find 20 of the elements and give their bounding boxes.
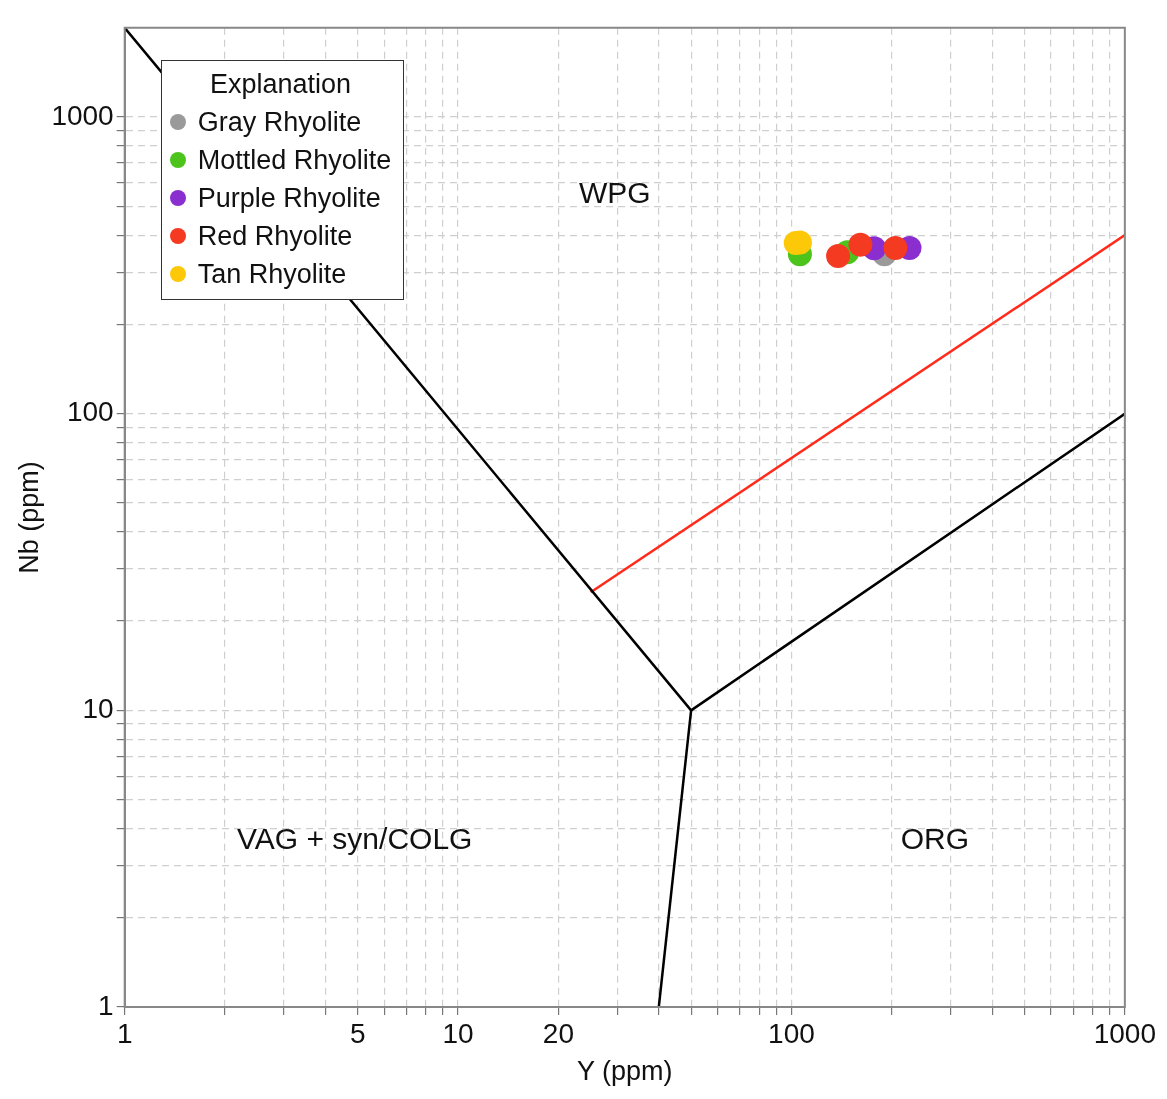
x-tick-label: 1000 [1093,1017,1156,1049]
x-tick-label: 20 [542,1017,575,1049]
y-tick-label: 100 [66,396,114,428]
legend-label: Purple Rhyolite [197,181,381,215]
legend-label: Tan Rhyolite [197,257,347,291]
y-axis-title: Nb (ppm) [13,461,44,574]
y-tick-label: 10 [82,693,114,725]
annotation: WPG [578,175,651,209]
x-tick-label: 100 [768,1017,815,1049]
annotation: ORG [900,821,969,855]
annotation: VAG + syn/COLG [237,821,473,855]
y-tick-label: 1000 [51,99,114,131]
x-tick-label: 10 [442,1017,474,1049]
legend-label: Gray Rhyolite [197,105,362,139]
y-tick-label: 1 [98,989,114,1021]
x-tick-label: 5 [349,1017,366,1049]
legend-label: Red Rhyolite [197,219,353,253]
legend-title: Explanation [208,67,353,101]
legend-label: Mottled Rhyolite [197,143,392,177]
x-axis-title: Y (ppm) [577,1056,673,1087]
